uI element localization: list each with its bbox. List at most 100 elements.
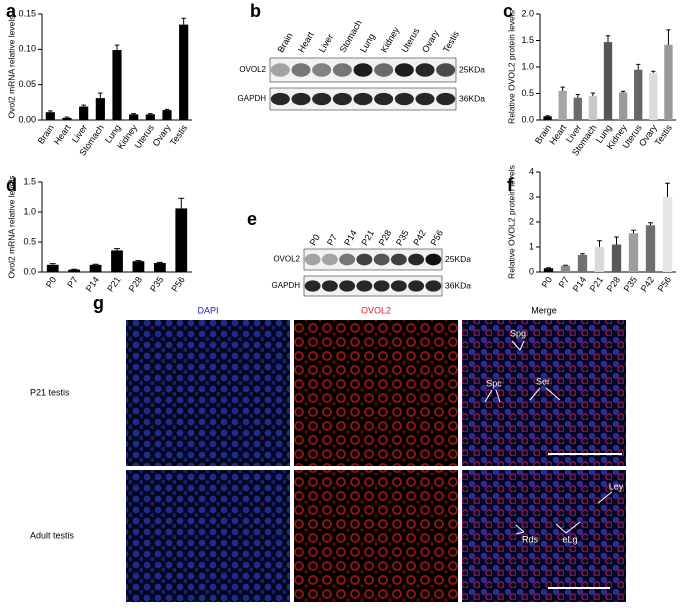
bar: [574, 98, 582, 120]
bar: [111, 250, 123, 272]
error-bar: [651, 71, 655, 73]
lane-label: Kidney: [379, 25, 402, 54]
x-tick-label: P14: [571, 275, 588, 294]
error-bar: [561, 87, 565, 91]
y-tick-label: 0: [529, 266, 534, 276]
error-bar: [65, 117, 70, 118]
annotation: Rds: [522, 534, 539, 544]
x-tick-label: P42: [639, 275, 656, 294]
error-bar: [597, 241, 602, 247]
bar: [646, 225, 655, 272]
blot-band: [312, 63, 331, 76]
tubule-shading: [294, 470, 458, 602]
error-bar: [591, 93, 595, 96]
bar: [179, 25, 188, 120]
blot-band: [322, 280, 338, 291]
y-tick-label: 1: [529, 241, 534, 251]
lane-label: Liver: [317, 32, 335, 54]
bar: [68, 270, 80, 272]
x-tick-label: P56: [169, 275, 186, 294]
bar: [612, 245, 621, 273]
blot-band: [333, 63, 352, 76]
error-bar: [181, 18, 186, 24]
bar: [96, 98, 105, 120]
annotation: Ley: [609, 481, 624, 491]
bar: [46, 112, 55, 120]
y-tick-label: 0.0: [521, 114, 534, 124]
y-tick-label: 4: [529, 166, 534, 176]
blot-band: [356, 254, 372, 266]
error-bar: [631, 230, 636, 233]
column-header: Merge: [531, 305, 557, 315]
bar: [162, 110, 171, 120]
y-tick-label: 1.5: [23, 176, 36, 186]
x-tick-label: P21: [588, 275, 605, 294]
panel-letter: b: [250, 1, 261, 21]
error-bar: [114, 249, 120, 251]
blot-band: [291, 63, 310, 76]
lane-label: P7: [325, 233, 339, 248]
lane-label: Brain: [275, 31, 294, 54]
lane-label: Lung: [358, 32, 377, 54]
size-label: 36KDa: [445, 280, 471, 290]
lane-label: Uterus: [399, 26, 421, 54]
bar: [589, 96, 597, 120]
error-bar: [580, 254, 585, 255]
x-tick-label: P0: [540, 275, 555, 290]
bar: [595, 247, 604, 272]
error-bar: [50, 264, 56, 265]
bar: [112, 50, 121, 120]
error-bar: [563, 265, 568, 266]
blot-band: [408, 254, 424, 266]
y-tick-label: 0.00: [18, 114, 36, 124]
annotation: Ser: [536, 376, 550, 386]
y-tick-label: 0.05: [18, 79, 36, 89]
blot-band: [425, 280, 441, 291]
blot-band: [391, 280, 407, 291]
bar: [544, 268, 553, 272]
blot-band: [339, 254, 355, 266]
lane-label: Testis: [441, 29, 461, 54]
lane-label: P14: [342, 228, 359, 247]
error-bar: [546, 268, 551, 269]
error-bar: [81, 105, 86, 106]
y-axis-label: Relative OVOL2 protein levels: [506, 10, 516, 124]
bar: [604, 42, 612, 120]
bar: [154, 263, 166, 272]
x-tick-label: P7: [557, 275, 572, 290]
blot-band: [436, 93, 455, 105]
bar: [90, 265, 102, 272]
error-bar: [621, 91, 625, 92]
tubule-shading: [462, 320, 626, 466]
x-tick-label: P56: [656, 275, 673, 294]
protein-label: GAPDH: [272, 281, 301, 290]
x-tick-label: Testis: [653, 122, 675, 147]
blot-band: [395, 93, 414, 105]
error-bar: [666, 30, 670, 45]
blot-band: [408, 280, 424, 291]
blot-band: [291, 93, 310, 105]
protein-label: OVOL2: [239, 65, 266, 74]
tubule-shading: [126, 470, 290, 602]
y-tick-label: 0.15: [18, 8, 36, 18]
blot-band: [305, 280, 321, 291]
blot-band: [333, 93, 352, 105]
blot-band: [374, 254, 390, 266]
error-bar: [135, 261, 141, 262]
bar: [649, 73, 657, 120]
lane-label: P56: [429, 228, 446, 247]
x-tick-label: Ovary: [151, 122, 173, 148]
lane-label: P42: [411, 228, 428, 247]
bar: [129, 114, 138, 120]
blot-band: [374, 63, 393, 76]
x-tick-label: P14: [84, 275, 101, 294]
y-tick-label: 0.5: [521, 88, 534, 98]
error-bar: [648, 223, 653, 226]
blot-band: [395, 63, 414, 76]
y-tick-label: 2: [529, 216, 534, 226]
blot-band: [374, 93, 393, 105]
y-tick-label: 0.0: [23, 266, 36, 276]
bar: [578, 255, 587, 272]
x-tick-label: P35: [622, 275, 639, 294]
error-bar: [636, 64, 640, 69]
